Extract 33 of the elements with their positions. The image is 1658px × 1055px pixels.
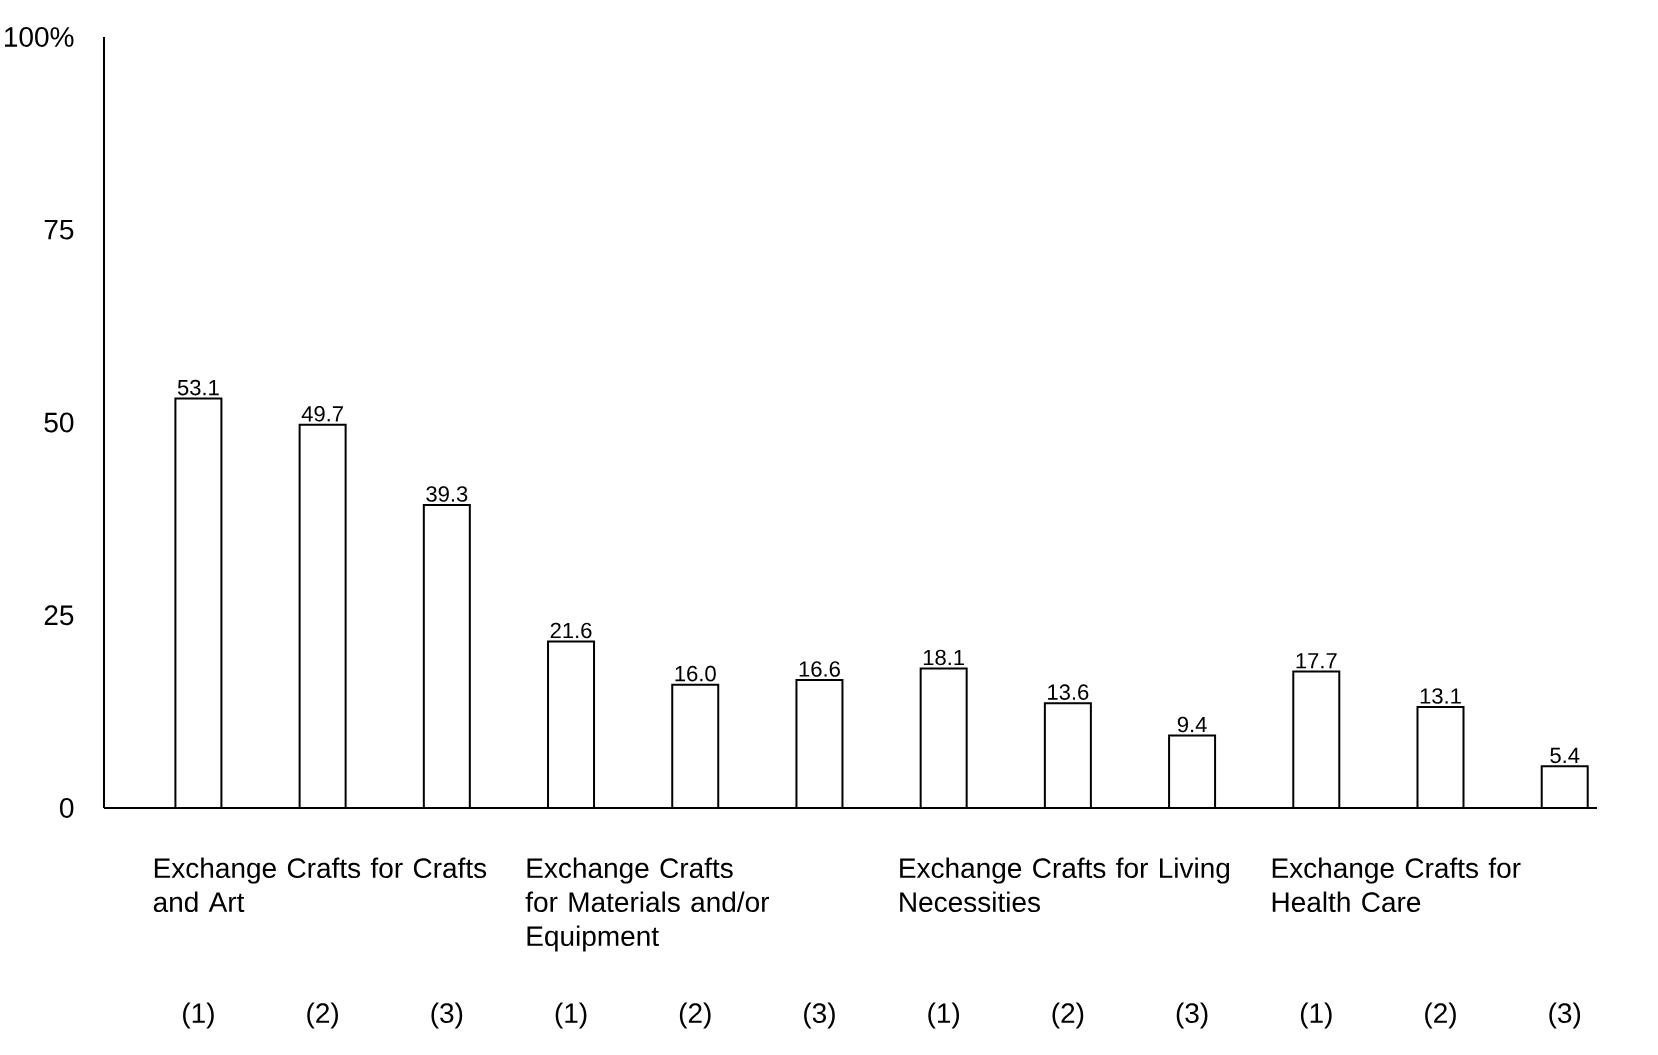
text: Exchange Crafts for Living Necessities: [900, 857, 1230, 913]
x-tick-label: (2): [679, 1002, 711, 1029]
data-label: 49.7: [301, 406, 343, 422]
data-label: 16.6: [799, 661, 840, 677]
data-label: 53.1: [177, 379, 219, 396]
y-tick-label: 75: [44, 219, 74, 240]
x-tick-label: (1): [183, 1002, 214, 1029]
x-tick-label: (3): [1549, 1002, 1581, 1029]
x-tick-label: (2): [1052, 1002, 1084, 1029]
data-label: 18.1: [923, 649, 964, 666]
data-label: 5.4: [1550, 747, 1580, 764]
y-tick-label: 25: [44, 605, 74, 626]
x-tick-label: (2): [1425, 1002, 1456, 1029]
text: Exchange Crafts for Materials and/or Equipment: [525, 857, 770, 952]
data-label: 16.0: [675, 665, 716, 682]
data-label: 17.7: [1296, 653, 1337, 669]
y-tick-label: 0: [60, 798, 74, 818]
x-tick-label: (1): [928, 1002, 960, 1029]
x-tick-label: (3): [1176, 1002, 1208, 1029]
text: Exchange Crafts for Health Care: [1272, 857, 1521, 913]
data-label: 39.3: [426, 486, 468, 502]
data-label: 13.6: [1048, 684, 1089, 700]
x-tick-label: (3): [804, 1002, 835, 1029]
x-tick-label: (3): [431, 1002, 463, 1029]
text: Exchange Crafts for Crafts and Art: [153, 857, 487, 913]
x-tick-label: (1): [1300, 1002, 1332, 1029]
y-tick-label: 100%: [5, 27, 74, 47]
data-label: 13.1: [1420, 688, 1461, 704]
data-label: 21.6: [550, 622, 592, 639]
x-tick-label: (2): [307, 1002, 338, 1029]
x-tick-label: (1): [555, 1002, 587, 1029]
data-label: 9.4: [1177, 716, 1207, 733]
y-tick-label: 50: [44, 412, 74, 433]
